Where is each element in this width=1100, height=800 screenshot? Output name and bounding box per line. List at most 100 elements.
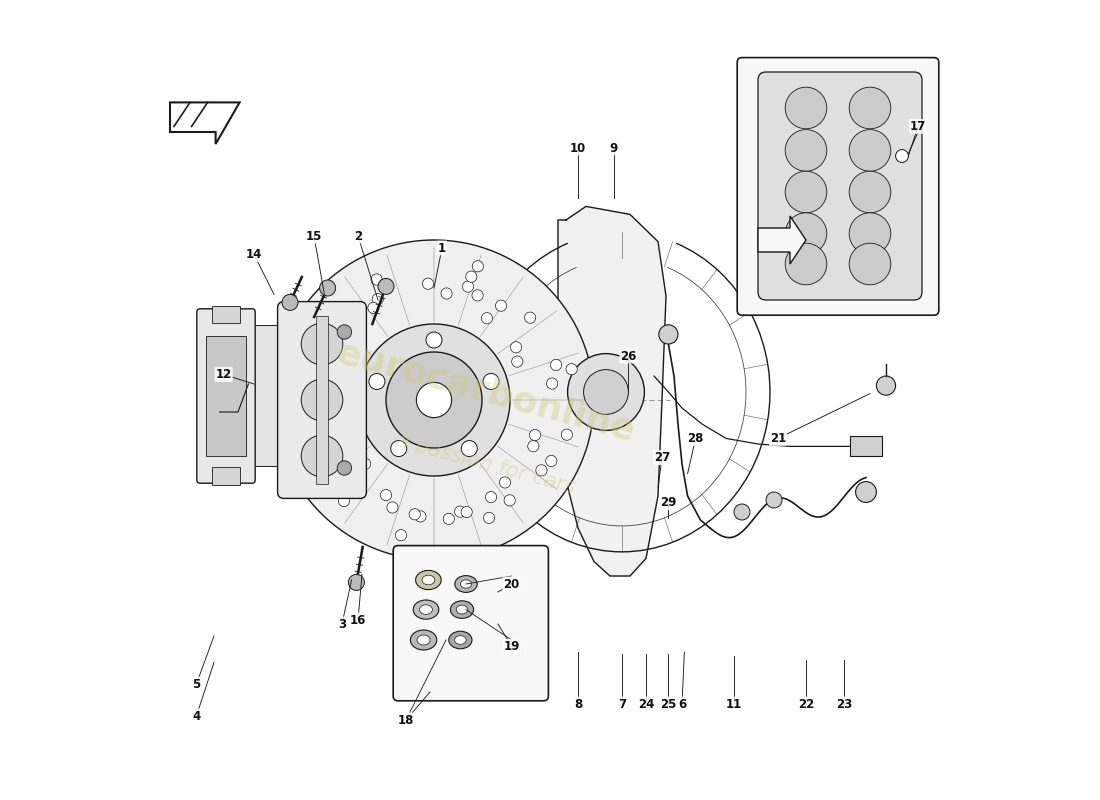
Circle shape	[462, 281, 474, 292]
Circle shape	[785, 171, 827, 213]
Text: 15: 15	[306, 230, 322, 242]
Text: 16: 16	[350, 614, 366, 626]
Circle shape	[390, 441, 407, 457]
Circle shape	[495, 300, 507, 311]
Text: 11: 11	[726, 698, 742, 710]
Ellipse shape	[414, 600, 439, 619]
Circle shape	[351, 441, 362, 452]
Text: 4: 4	[192, 710, 200, 722]
Circle shape	[785, 243, 827, 285]
Text: 23: 23	[836, 698, 852, 710]
Circle shape	[417, 382, 452, 418]
Text: 5: 5	[192, 678, 200, 690]
Circle shape	[334, 348, 345, 359]
Ellipse shape	[416, 570, 441, 590]
Ellipse shape	[461, 580, 472, 588]
Circle shape	[367, 302, 380, 314]
Ellipse shape	[454, 635, 466, 645]
Circle shape	[510, 342, 521, 353]
Circle shape	[472, 261, 484, 272]
Circle shape	[339, 495, 350, 506]
Bar	[207, 335, 245, 457]
Bar	[850, 436, 882, 456]
FancyBboxPatch shape	[758, 72, 922, 300]
Circle shape	[409, 509, 420, 520]
Text: 24: 24	[638, 698, 654, 710]
Circle shape	[395, 530, 407, 541]
Circle shape	[299, 375, 310, 386]
Circle shape	[568, 354, 645, 430]
Ellipse shape	[450, 601, 474, 618]
Circle shape	[512, 356, 522, 367]
Text: 20: 20	[504, 578, 519, 590]
Circle shape	[349, 574, 364, 590]
Circle shape	[426, 332, 442, 348]
Circle shape	[282, 294, 298, 310]
Circle shape	[849, 171, 891, 213]
Circle shape	[381, 490, 392, 501]
Circle shape	[766, 492, 782, 508]
Polygon shape	[558, 206, 666, 576]
Circle shape	[785, 213, 827, 254]
Circle shape	[443, 514, 454, 525]
Text: a passion for cars: a passion for cars	[394, 430, 578, 498]
Circle shape	[386, 352, 482, 448]
Circle shape	[895, 150, 909, 162]
Circle shape	[849, 130, 891, 171]
Text: 7: 7	[618, 698, 626, 710]
Circle shape	[358, 324, 510, 476]
Circle shape	[461, 441, 477, 457]
Circle shape	[856, 482, 877, 502]
Circle shape	[504, 494, 515, 506]
Circle shape	[378, 278, 394, 294]
FancyBboxPatch shape	[277, 302, 366, 498]
Circle shape	[785, 87, 827, 129]
Circle shape	[566, 364, 578, 375]
Circle shape	[274, 240, 594, 560]
Circle shape	[584, 370, 628, 414]
Circle shape	[659, 325, 678, 344]
Circle shape	[301, 323, 343, 365]
Bar	[211, 306, 241, 323]
Circle shape	[348, 478, 359, 489]
Circle shape	[315, 311, 326, 322]
Circle shape	[372, 294, 383, 305]
Circle shape	[734, 504, 750, 520]
Text: 18: 18	[398, 714, 415, 726]
Text: 27: 27	[653, 451, 670, 464]
Text: 28: 28	[688, 432, 704, 445]
Circle shape	[301, 435, 343, 477]
Polygon shape	[170, 102, 240, 144]
Circle shape	[529, 430, 541, 441]
Text: 21: 21	[770, 432, 786, 445]
Bar	[316, 316, 329, 484]
Circle shape	[415, 511, 426, 522]
Text: 10: 10	[570, 142, 586, 154]
Polygon shape	[758, 216, 806, 264]
Text: 22: 22	[798, 698, 814, 710]
Circle shape	[550, 359, 562, 370]
Circle shape	[483, 374, 499, 390]
Text: 26: 26	[620, 350, 637, 362]
Circle shape	[785, 130, 827, 171]
Ellipse shape	[422, 575, 435, 585]
Ellipse shape	[454, 576, 477, 592]
Circle shape	[302, 375, 313, 386]
Circle shape	[441, 288, 452, 299]
Text: 2: 2	[354, 230, 362, 242]
Circle shape	[461, 506, 472, 518]
Circle shape	[309, 443, 320, 454]
Circle shape	[342, 338, 353, 349]
Circle shape	[465, 271, 477, 282]
Circle shape	[499, 477, 510, 488]
Circle shape	[301, 379, 343, 421]
Circle shape	[368, 374, 385, 390]
Ellipse shape	[417, 635, 430, 645]
Circle shape	[536, 465, 547, 476]
Circle shape	[528, 441, 539, 452]
Text: 8: 8	[574, 698, 582, 710]
Circle shape	[482, 313, 493, 324]
FancyBboxPatch shape	[393, 546, 549, 701]
Text: 12: 12	[216, 368, 232, 381]
Ellipse shape	[449, 631, 472, 649]
